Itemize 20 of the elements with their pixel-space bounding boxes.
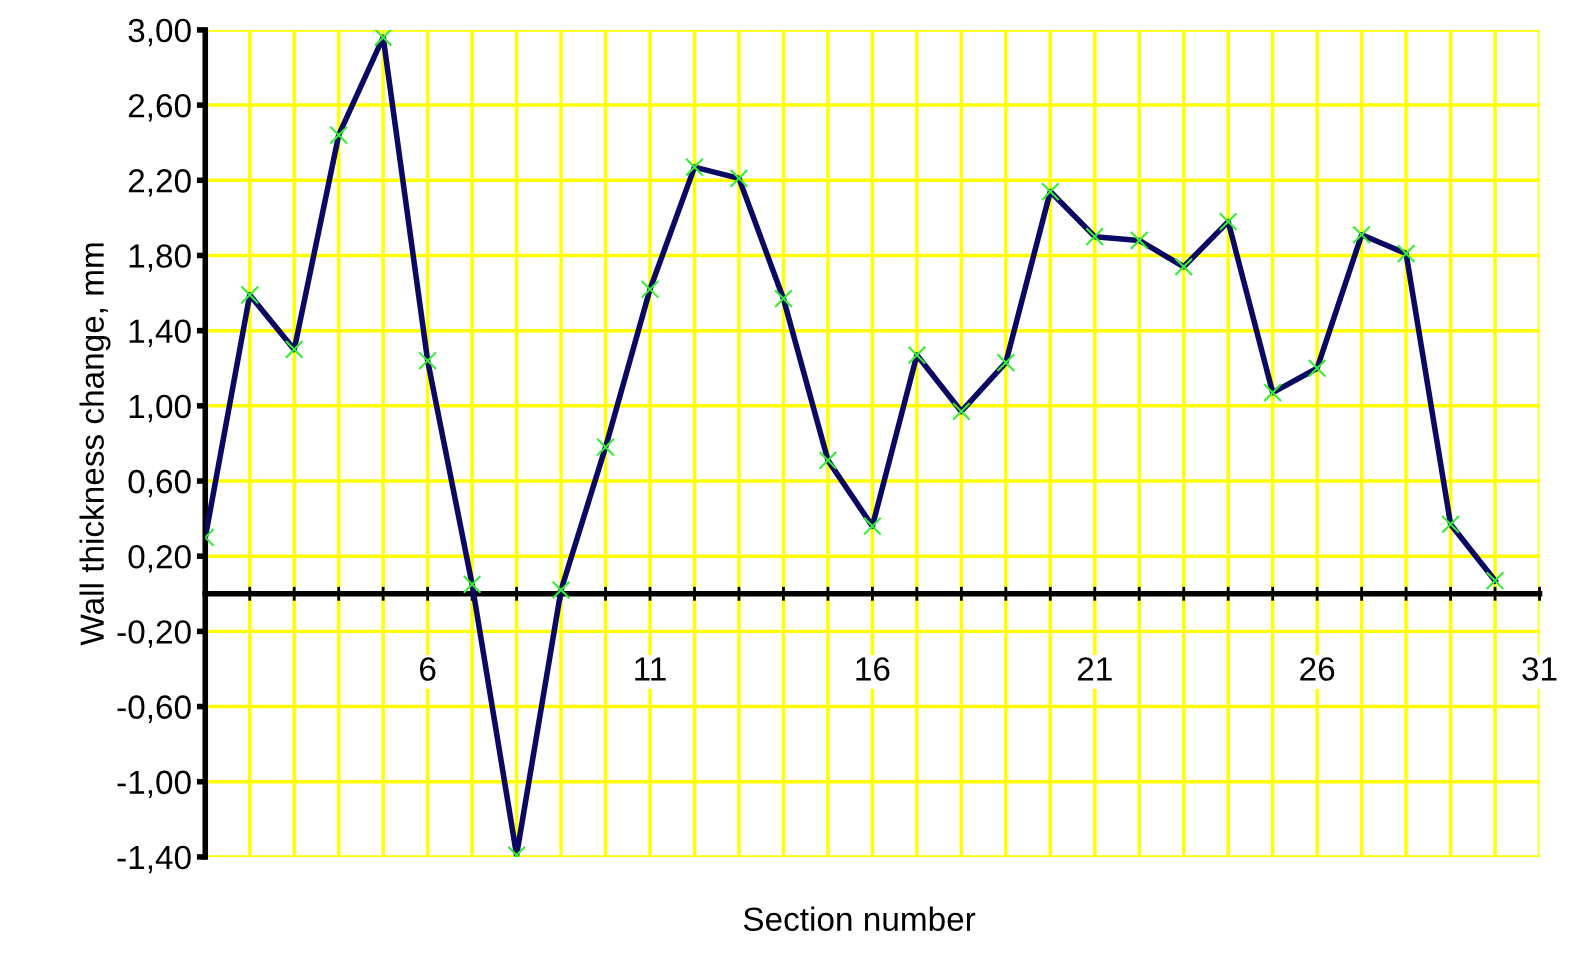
y-tick-label: -1,40 [117, 845, 191, 874]
y-tick-label: -0,20 [117, 620, 191, 648]
x-tick-label: 11 [635, 657, 666, 681]
y-tick-label: 1,00 [129, 394, 191, 423]
y-tick-label: 2,20 [128, 169, 191, 197]
x-tick-label: 31 [1522, 657, 1557, 681]
y-axis-title: Wall thickness change, mm [79, 243, 111, 646]
x-tick-label: 26 [1300, 657, 1335, 681]
y-tick-label: -0,60 [117, 695, 191, 723]
y-tick-label: 1,40 [129, 319, 191, 347]
x-axis-title: Section number [743, 906, 976, 932]
x-tick-label: 6 [420, 657, 436, 681]
x-tick-label: 16 [856, 657, 890, 681]
x-tick-label: 21 [1077, 657, 1112, 681]
y-tick-label: 1,80 [129, 244, 191, 272]
y-tick-label: 3,00 [128, 18, 191, 47]
y-tick-label: 2,60 [128, 93, 191, 122]
y-tick-label: 0,20 [128, 544, 191, 573]
y-tick-label: -1,00 [117, 770, 191, 799]
y-tick-label: 0,60 [128, 469, 191, 498]
